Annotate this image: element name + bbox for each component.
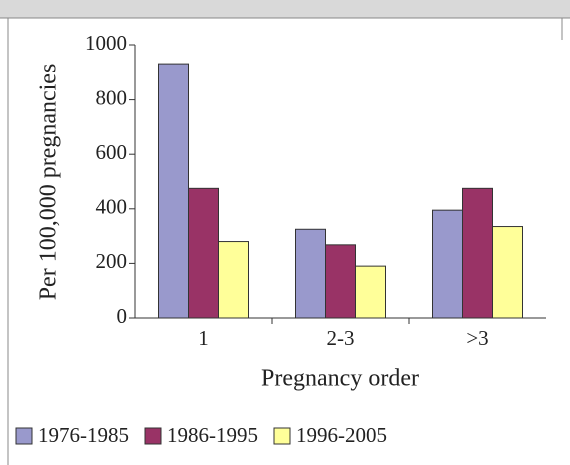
y-axis-label: Per 100,000 pregnancies <box>36 64 62 301</box>
bar <box>295 228 326 319</box>
y-tick-label: 400 <box>96 195 128 219</box>
bar <box>325 244 356 319</box>
x-tick-label: 2-3 <box>327 326 355 350</box>
bar <box>218 241 249 319</box>
x-tick-label: 1 <box>198 326 209 350</box>
x-axis-label: Pregnancy order <box>261 366 419 392</box>
y-tick-label: 0 <box>117 304 128 328</box>
legend-label: 1976-1985 <box>38 423 129 447</box>
legend-swatch <box>273 427 291 445</box>
legend-swatch <box>15 427 33 445</box>
y-tick-label: 600 <box>96 140 128 164</box>
x-tick-label: >3 <box>466 326 488 350</box>
bar <box>492 226 523 319</box>
bar <box>188 187 219 319</box>
bar <box>355 265 386 319</box>
legend-swatch <box>144 427 162 445</box>
y-tick-label: 200 <box>96 249 128 273</box>
bar <box>432 209 463 319</box>
legend-label: 1986-1995 <box>167 423 258 447</box>
y-tick-label: 800 <box>96 85 128 109</box>
legend-label: 1996-2005 <box>296 423 387 447</box>
bar <box>462 187 493 319</box>
header-band <box>0 0 570 18</box>
y-tick-label: 1000 <box>85 31 127 55</box>
bar <box>158 63 189 319</box>
